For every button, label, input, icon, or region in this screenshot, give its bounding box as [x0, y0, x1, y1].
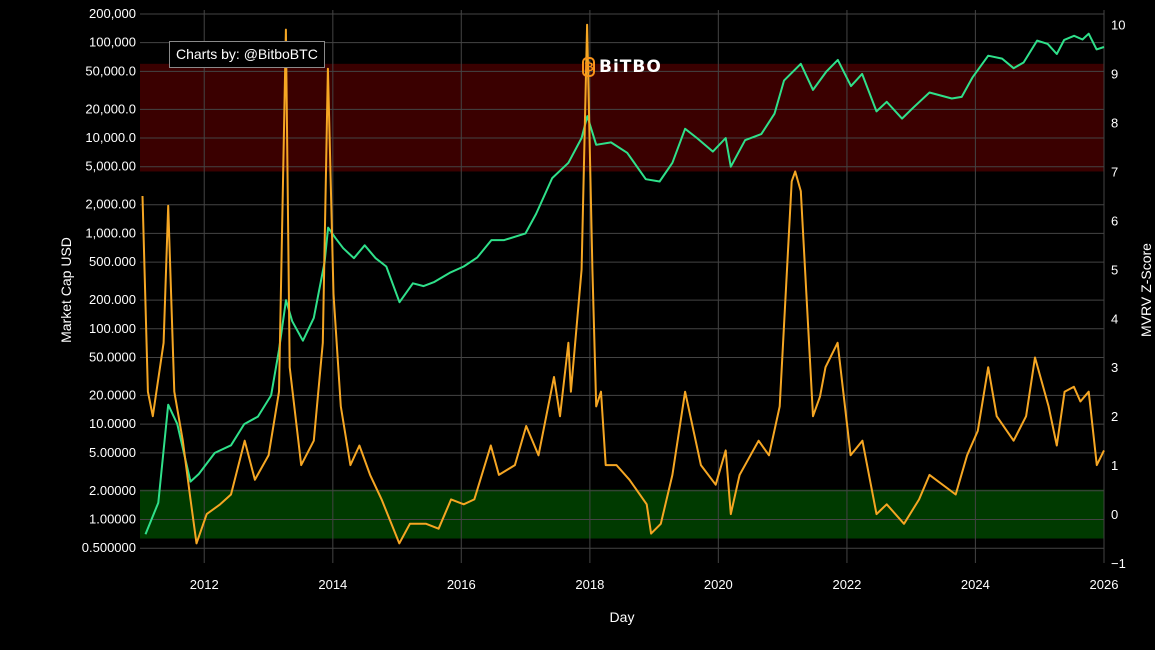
x-tick-label: 2016: [447, 577, 476, 592]
x-tick-label: 2026: [1090, 577, 1119, 592]
y-right-axis-title: MVRV Z-Score: [1138, 243, 1154, 337]
mvrv-z-score-line: [141, 23, 1105, 545]
x-tick-label: 2020: [704, 577, 733, 592]
y-left-tick-label: 500.000: [89, 254, 136, 269]
y-left-tick-label: 1.00000: [89, 512, 136, 527]
logo-text: BiTBO: [599, 57, 662, 77]
y-right-tick-label: 8: [1111, 116, 1118, 131]
y-right-tick-label: 4: [1111, 311, 1118, 326]
gridlines: [140, 10, 1105, 563]
y-left-tick-label: 10,000.0: [85, 130, 136, 145]
y-right-tick-label: 9: [1111, 67, 1118, 82]
y-right-tick-label: 1: [1111, 458, 1118, 473]
y-left-tick-label: 20,000.0: [85, 101, 136, 116]
y-right-tick-label: −1: [1111, 556, 1126, 571]
bitbo-logo: ₿ BiTBO: [582, 56, 662, 78]
y-left-tick-label: 200,000: [89, 6, 136, 21]
x-tick-label: 2014: [318, 577, 347, 592]
chart-credit: Charts by: @BitboBTC: [169, 41, 325, 68]
y-right-tick-label: 3: [1111, 360, 1118, 375]
overvalued-band: [140, 63, 1104, 172]
y-right-tick-label: 5: [1111, 262, 1118, 277]
y-left-tick-label: 1,000.00: [85, 225, 136, 240]
y-left-tick-label: 20.0000: [89, 387, 136, 402]
y-left-tick-label: 50.0000: [89, 349, 136, 364]
y-right-tick-label: 6: [1111, 213, 1118, 228]
y-left-tick-label: 0.500000: [82, 540, 136, 555]
x-axis-title: Day: [610, 609, 635, 625]
y-left-tick-label: 100.000: [89, 321, 136, 336]
y-left-tick-label: 50,000.0: [85, 63, 136, 78]
y-left-tick-label: 2,000.00: [85, 197, 136, 212]
x-tick-label: 2022: [832, 577, 861, 592]
y-left-tick-label: 10.0000: [89, 416, 136, 431]
y-right-tick-label: 10: [1111, 18, 1125, 33]
y-left-axis-title: Market Cap USD: [58, 237, 74, 343]
y-right-tick-label: 2: [1111, 409, 1118, 424]
y-left-tick-label: 5.00000: [89, 445, 136, 460]
y-left-tick-label: 5,000.00: [85, 159, 136, 174]
market-cap-line: [144, 32, 1105, 535]
x-tick-label: 2012: [190, 577, 219, 592]
y-right-tick-label: 0: [1111, 507, 1118, 522]
undervalued-band: [140, 489, 1104, 539]
y-left-tick-label: 200.000: [89, 292, 136, 307]
x-tick-label: 2018: [575, 577, 604, 592]
bitcoin-b-icon: ₿: [582, 57, 595, 77]
y-left-tick-label: 100,000: [89, 35, 136, 50]
y-left-tick-label: 2.00000: [89, 483, 136, 498]
y-right-tick-label: 7: [1111, 164, 1118, 179]
x-tick-label: 2024: [961, 577, 990, 592]
